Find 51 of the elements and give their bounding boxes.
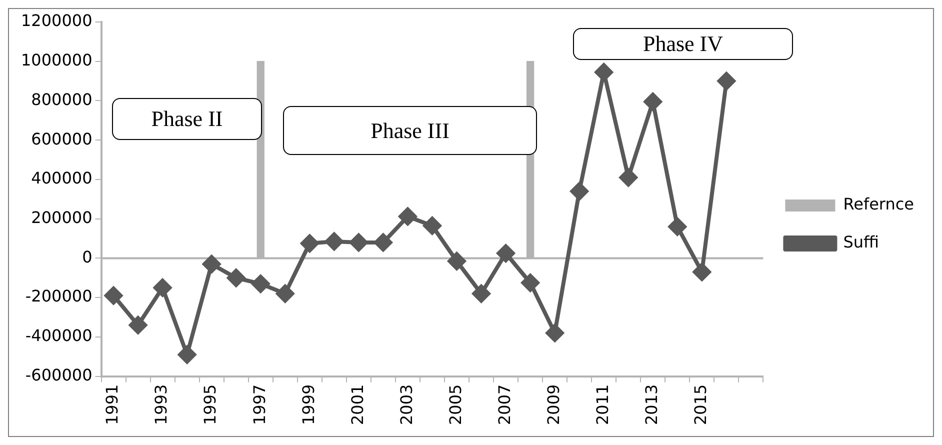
x-tick-label: 2009 [544,384,563,425]
point [521,274,540,292]
y-tick-label: 1200000 [20,11,92,30]
x-tick-label: 2005 [446,384,465,425]
point [325,232,344,250]
point [276,284,294,303]
y-tick-label: 600000 [31,129,92,148]
x-tick-label: 2015 [691,384,710,425]
x-tick-label: 1999 [298,384,318,425]
x-tick-label: 1991 [102,384,122,425]
x-tick-label: 1993 [152,384,171,425]
point [717,72,736,90]
point [668,218,686,236]
x-tick-label: 1995 [200,384,220,425]
point [129,316,148,334]
point [300,234,319,252]
point [423,216,442,235]
y-tick-label: -600000 [25,365,92,384]
point [619,168,638,186]
point [448,252,466,270]
point [350,233,368,252]
y-tick-label: -200000 [25,286,92,306]
x-tick-label: 2011 [593,384,612,425]
point [570,182,588,200]
point [594,63,613,82]
point [178,346,196,364]
point [692,262,711,281]
x-tick-label: 2007 [494,384,514,425]
x-tick-label: 1997 [250,384,269,425]
x-tick-label: 2001 [348,384,367,425]
point [202,255,221,274]
legend-label: Suffi [843,232,879,252]
y-tick-label: 800000 [31,90,92,109]
y-tick-label: 400000 [31,168,92,188]
y-tick-label: 0 [82,247,92,266]
point [472,284,490,303]
point [546,324,564,342]
x-tick-label: 2003 [396,384,416,425]
point [252,274,270,293]
point [496,244,515,262]
y-tick-label: 200000 [31,208,92,227]
point [374,233,392,252]
point [644,92,662,111]
y-tick-label: -400000 [25,326,92,346]
x-tick-label: 2013 [642,384,662,425]
legend-label: Refernce [843,194,914,214]
point [227,268,246,287]
point [398,207,417,226]
y-tick-label: 1000000 [20,50,92,70]
point [104,286,123,305]
point [154,278,172,297]
